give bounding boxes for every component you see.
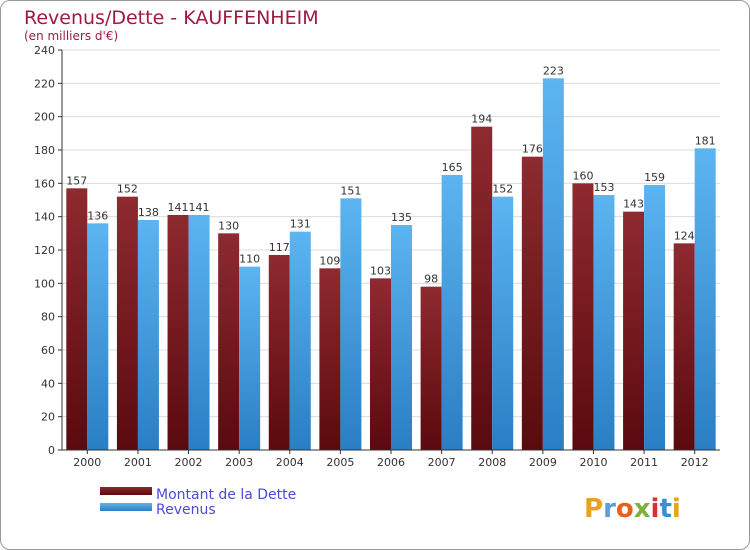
x-tick-label-2007: 2007 bbox=[428, 456, 456, 469]
data-label-revenus-2006: 135 bbox=[391, 211, 412, 224]
y-tick-label: 160 bbox=[34, 177, 55, 190]
bar-dette-2005 bbox=[319, 268, 341, 450]
bar-revenus-2009 bbox=[542, 78, 564, 450]
y-tick-label: 60 bbox=[41, 344, 55, 357]
data-label-dette-2004: 117 bbox=[269, 241, 290, 254]
bar-revenus-2002 bbox=[188, 215, 210, 450]
data-label-dette-2005: 109 bbox=[319, 254, 340, 267]
x-tick-label-2000: 2000 bbox=[73, 456, 101, 469]
x-tick-label-2012: 2012 bbox=[681, 456, 709, 469]
data-label-dette-2003: 130 bbox=[218, 219, 239, 232]
bar-revenus-2005 bbox=[340, 198, 362, 450]
x-tick-label-2011: 2011 bbox=[630, 456, 658, 469]
y-axis-ticks: 0 20 40 60 80 100 120 140 160 180 200 220 240 bbox=[34, 44, 62, 457]
y-tick-label: 80 bbox=[41, 311, 55, 324]
bar-revenus-2012 bbox=[694, 148, 716, 451]
x-tick-label-2006: 2006 bbox=[377, 456, 405, 469]
data-label-revenus-2000: 136 bbox=[87, 209, 108, 222]
data-label-revenus-2011: 159 bbox=[644, 171, 665, 184]
bar-revenus-2000 bbox=[87, 223, 109, 450]
bar-dette-2009 bbox=[521, 156, 543, 450]
data-label-revenus-2007: 165 bbox=[442, 161, 463, 174]
data-label-dette-2007: 98 bbox=[424, 273, 438, 286]
bar-revenus-2007 bbox=[441, 175, 463, 450]
bar-dette-2001 bbox=[116, 196, 138, 450]
data-label-dette-2002: 141 bbox=[168, 201, 189, 214]
data-label-revenus-2008: 152 bbox=[492, 183, 513, 196]
data-label-revenus-2004: 131 bbox=[290, 218, 311, 231]
data-label-dette-2009: 176 bbox=[522, 143, 543, 156]
y-tick-label: 220 bbox=[34, 77, 55, 90]
data-label-revenus-2012: 181 bbox=[695, 134, 716, 147]
data-label-dette-2011: 143 bbox=[623, 198, 644, 211]
bar-dette-2012 bbox=[673, 243, 695, 450]
legend-label-revenus: Revenus bbox=[156, 502, 216, 518]
data-label-revenus-2003: 110 bbox=[239, 253, 260, 266]
bar-dette-2011 bbox=[623, 211, 645, 450]
bar-dette-2002 bbox=[167, 215, 189, 450]
bars bbox=[66, 78, 716, 451]
proxiti-logo: Proxiti bbox=[584, 494, 681, 524]
data-label-revenus-2005: 151 bbox=[340, 184, 361, 197]
bar-revenus-2006 bbox=[391, 225, 412, 450]
legend: Montant de la Dette Revenus bbox=[100, 487, 296, 518]
data-label-dette-2001: 152 bbox=[117, 183, 138, 196]
bar-revenus-2003 bbox=[239, 266, 261, 450]
x-tick-label-2004: 2004 bbox=[276, 456, 304, 469]
bar-revenus-2011 bbox=[644, 185, 666, 450]
chart-title: Revenus/Dette - KAUFFENHEIM bbox=[24, 7, 319, 29]
y-tick-label: 20 bbox=[41, 411, 55, 424]
data-label-dette-2010: 160 bbox=[572, 169, 593, 182]
y-tick-label: 200 bbox=[34, 111, 55, 124]
chart-subtitle: (en milliers d'€) bbox=[24, 29, 118, 43]
x-tick-label-2010: 2010 bbox=[579, 456, 607, 469]
bar-dette-2010 bbox=[572, 183, 594, 451]
y-tick-label: 240 bbox=[34, 44, 55, 57]
legend-label-dette: Montant de la Dette bbox=[156, 487, 296, 503]
data-label-revenus-2002: 141 bbox=[189, 201, 210, 214]
bar-revenus-2010 bbox=[593, 195, 615, 450]
legend-swatch-dette bbox=[100, 487, 152, 495]
x-tick-label-2002: 2002 bbox=[175, 456, 203, 469]
data-label-dette-2012: 124 bbox=[674, 229, 695, 242]
x-tick-label-2008: 2008 bbox=[478, 456, 506, 469]
data-label-dette-2008: 194 bbox=[471, 113, 492, 126]
bar-revenus-2001 bbox=[137, 220, 159, 450]
data-label-dette-2000: 157 bbox=[66, 174, 87, 187]
bar-dette-2000 bbox=[66, 188, 88, 451]
bar-revenus-2008 bbox=[492, 196, 514, 450]
data-label-dette-2006: 103 bbox=[370, 264, 391, 277]
x-tick-label-2005: 2005 bbox=[326, 456, 354, 469]
x-tick-label-2001: 2001 bbox=[124, 456, 152, 469]
y-tick-label: 140 bbox=[34, 211, 55, 224]
bar-dette-2007 bbox=[420, 286, 442, 450]
bar-dette-2004 bbox=[268, 255, 290, 450]
y-tick-label: 180 bbox=[34, 144, 55, 157]
data-label-revenus-2001: 138 bbox=[138, 206, 159, 219]
y-tick-label: 100 bbox=[34, 277, 55, 290]
bar-revenus-2004 bbox=[289, 231, 311, 450]
y-tick-label: 40 bbox=[41, 377, 55, 390]
bar-dette-2006 bbox=[370, 278, 391, 450]
logo-text: Proxiti bbox=[584, 494, 681, 524]
x-axis-ticks: 2000 2001 2002 2003 2004 2005 2006 2007 2008 2009… bbox=[73, 450, 709, 469]
y-tick-label: 120 bbox=[34, 244, 55, 257]
x-tick-label-2009: 2009 bbox=[529, 456, 557, 469]
data-label-revenus-2009: 223 bbox=[543, 64, 564, 77]
bar-dette-2003 bbox=[218, 233, 240, 450]
legend-swatch-revenus bbox=[100, 503, 152, 511]
x-tick-label-2003: 2003 bbox=[225, 456, 253, 469]
data-label-revenus-2010: 153 bbox=[593, 181, 614, 194]
y-tick-label: 0 bbox=[48, 444, 55, 457]
bar-dette-2008 bbox=[471, 126, 493, 451]
